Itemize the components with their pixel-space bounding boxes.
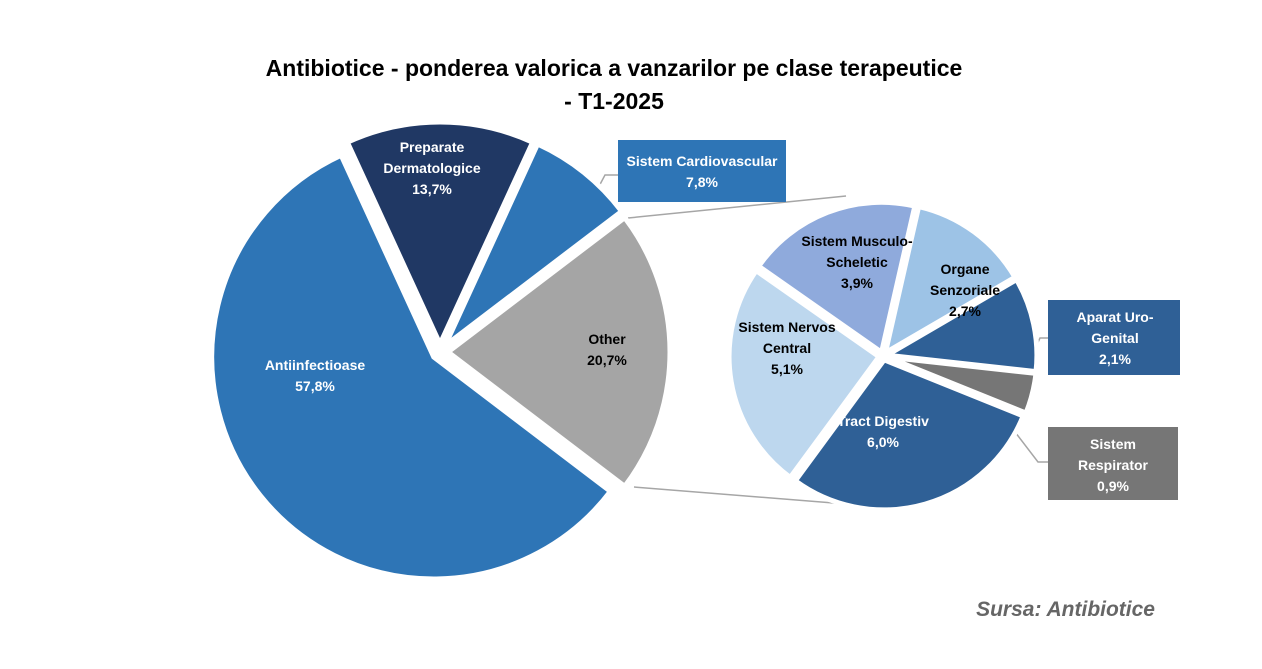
- connector: [633, 486, 847, 505]
- pie-slice: [755, 199, 918, 357]
- callout-box: [1048, 427, 1178, 500]
- value-label: 13,7%: [412, 181, 452, 197]
- value-label: 2,1%: [1099, 351, 1131, 367]
- pie-slice: [879, 276, 1040, 375]
- slice-label: Sistem Cardiovascular: [627, 153, 779, 169]
- chart-title: Antibiotice - ponderea valorica a vanzar…: [266, 55, 963, 114]
- slice-label: Sistem Nervos Central: [738, 319, 835, 356]
- value-label: 7,8%: [686, 174, 718, 190]
- value-label: 3,9%: [841, 275, 873, 291]
- slice-label: Tract Digestiv: [837, 413, 929, 429]
- slice-label: Sistem Musculo-Scheletic: [801, 233, 913, 270]
- value-label: 5,1%: [771, 361, 803, 377]
- callout-box: [1048, 300, 1180, 375]
- pie-slice: [209, 151, 614, 582]
- pie-slice: [791, 356, 1027, 513]
- pie-slice: [443, 214, 673, 490]
- slice-label: Preparate Dermatologice: [383, 139, 480, 176]
- source: Sursa: Antibiotice: [976, 598, 1155, 621]
- value-label: 20,7%: [587, 352, 627, 368]
- pie-slice: [726, 267, 883, 482]
- callout-box: [618, 140, 786, 202]
- pie-slice: [885, 354, 1039, 417]
- pie-slice: [881, 203, 1019, 358]
- pie-slice: [442, 140, 626, 348]
- slice-label: Other: [588, 331, 626, 347]
- slice-label: Aparat Uro-Genital: [1076, 309, 1153, 346]
- slice-label: Sistem Respirator: [1078, 436, 1149, 473]
- value-label: 6,0%: [867, 434, 899, 450]
- value-label: 0,9%: [1097, 478, 1129, 494]
- pie-slice: [344, 119, 536, 350]
- leader-line: [1011, 427, 1048, 463]
- slice-label: Antiinfectioase: [265, 357, 366, 373]
- value-label: 57,8%: [295, 378, 335, 394]
- value-label: 2,7%: [949, 303, 981, 319]
- connector: [627, 195, 847, 219]
- slice-label: Organe Senzoriale: [930, 261, 1000, 298]
